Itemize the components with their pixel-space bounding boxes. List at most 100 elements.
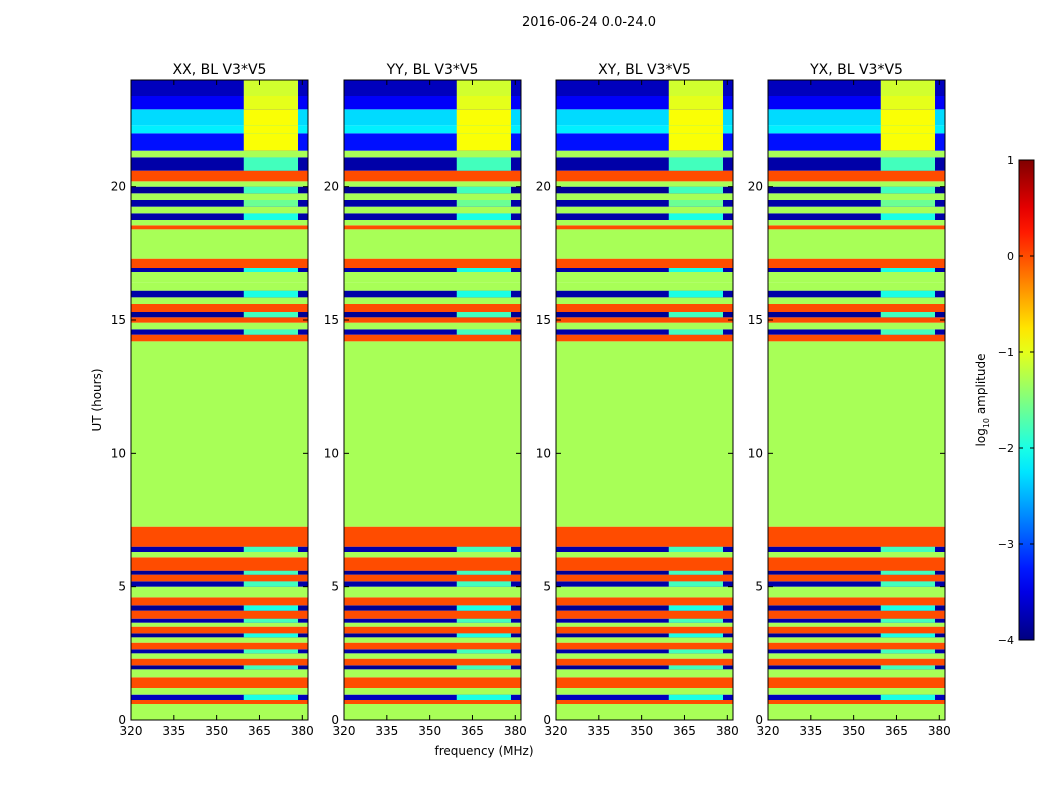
heatmap-row: [556, 170, 733, 182]
colorbar-tick-label: 0: [1007, 250, 1014, 263]
heatmap-rfi-cell: [668, 80, 724, 96]
heatmap-row: [556, 669, 733, 678]
y-tick-label: 20: [536, 180, 551, 194]
heatmap-row: [344, 597, 521, 606]
heatmap-row: [556, 193, 733, 200]
heatmap-rfi-cell: [456, 633, 512, 638]
heatmap-row: [768, 653, 945, 659]
heatmap-row: [344, 610, 521, 619]
heatmap-row: [344, 653, 521, 659]
heatmap-row: [768, 334, 945, 342]
heatmap-row: [768, 704, 945, 720]
heatmap-row: [768, 341, 945, 527]
heatmap-row: [768, 618, 945, 623]
heatmap-rfi-cell: [668, 268, 724, 272]
heatmap-rfi-cell: [243, 96, 299, 110]
heatmap-rfi-cell: [880, 125, 936, 134]
panel-2: YY, BL V3*V5 320 335 350 365 380 0 5 10 15 20: [324, 62, 527, 738]
y-tick-label: 10: [536, 446, 551, 460]
heatmap-rfi-cell: [668, 200, 724, 207]
heatmap-row: [131, 677, 308, 688]
heatmap-row: [131, 272, 308, 283]
heatmap-rfi-cell: [880, 570, 936, 575]
heatmap-row: [768, 642, 945, 650]
heatmap-row: [768, 557, 945, 571]
heatmap-row: [768, 610, 945, 619]
panel-title: XX, BL V3*V5: [173, 62, 267, 78]
heatmap-row: [344, 304, 521, 312]
heatmap-rfi-cell: [456, 157, 512, 171]
heatmap-rfi-cell: [456, 694, 512, 700]
heatmap-row: [768, 570, 945, 575]
heatmap-row: [344, 213, 521, 220]
heatmap-row: [344, 125, 521, 134]
heatmap-rfi-cell: [668, 186, 724, 194]
heatmap-row: [131, 290, 308, 298]
heatmap-row: [556, 694, 733, 700]
heatmap-row: [344, 642, 521, 650]
heatmap-row: [131, 125, 308, 134]
heatmap-row: [768, 700, 945, 704]
colorbar-tick-label: −3: [998, 538, 1014, 551]
heatmap-row: [556, 658, 733, 666]
heatmap-row: [344, 649, 521, 654]
heatmap-row: [131, 610, 308, 619]
heatmap-rfi-cell: [456, 96, 512, 110]
colorbar-tick-label: 1: [1007, 154, 1014, 167]
heatmap-row: [344, 700, 521, 704]
heatmap-row: [131, 268, 308, 272]
heatmap-rfi-cell: [243, 633, 299, 638]
heatmap-row: [768, 297, 945, 304]
heatmap-rfi-cell: [456, 133, 512, 151]
heatmap-rfi-cell: [243, 133, 299, 151]
heatmap-row: [556, 258, 733, 268]
x-tick-label: 320: [120, 724, 143, 738]
y-tick-label: 15: [324, 313, 339, 327]
heatmap-rfi-cell: [456, 186, 512, 194]
heatmap-row: [556, 605, 733, 611]
heatmap-row: [768, 272, 945, 283]
heatmap-rfi-cell: [243, 649, 299, 654]
heatmap-row: [556, 688, 733, 695]
heatmap-row: [131, 605, 308, 611]
heatmap-row: [131, 170, 308, 182]
heatmap-rfi-cell: [456, 213, 512, 220]
heatmap-rfi-cell: [668, 109, 724, 126]
heatmap-row: [556, 552, 733, 558]
heatmap-row: [344, 206, 521, 214]
heatmap-row: [768, 649, 945, 654]
heatmap-row: [131, 317, 308, 323]
heatmap-rfi-cell: [668, 605, 724, 611]
heatmap-row: [131, 649, 308, 654]
heatmap-row: [344, 220, 521, 226]
y-tick-label: 0: [118, 713, 126, 727]
heatmap-rfi-cell: [243, 546, 299, 552]
heatmap-row: [556, 334, 733, 342]
heatmap-row: [556, 642, 733, 650]
heatmap-row: [344, 258, 521, 268]
heatmap-row: [131, 633, 308, 638]
heatmap-rfi-cell: [880, 186, 936, 194]
heatmap-row: [556, 546, 733, 552]
heatmap-row: [556, 186, 733, 194]
heatmap-rfi-cell: [456, 546, 512, 552]
heatmap-rfi-cell: [880, 290, 936, 298]
heatmap-row: [556, 665, 733, 670]
heatmap-row: [344, 704, 521, 720]
heatmap-row: [768, 586, 945, 598]
heatmap-row: [768, 125, 945, 134]
heatmap-row: [768, 181, 945, 187]
heatmap-rfi-cell: [456, 329, 512, 335]
y-tick-label: 10: [324, 446, 339, 460]
heatmap-rfi-cell: [880, 649, 936, 654]
heatmap-row: [556, 272, 733, 283]
heatmap-row: [556, 637, 733, 643]
x-tick-label: 380: [928, 724, 951, 738]
heatmap-row: [131, 622, 308, 627]
heatmap-rfi-cell: [456, 581, 512, 587]
heatmap-rfi-cell: [880, 96, 936, 110]
heatmap-row: [768, 633, 945, 638]
heatmap-row: [344, 341, 521, 527]
heatmap-rfi-cell: [668, 665, 724, 670]
